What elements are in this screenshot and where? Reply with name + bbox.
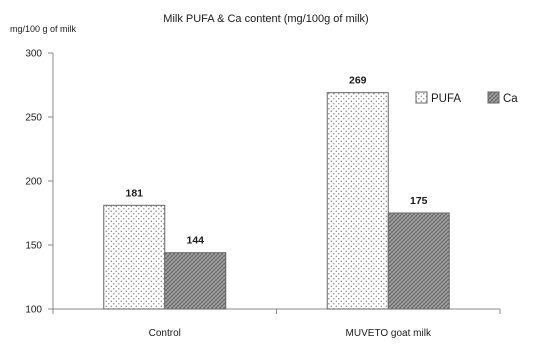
x-tick-label: MUVETO goat milk [346, 328, 432, 339]
y-tick-label: 200 [25, 177, 42, 188]
y-tick-label: 100 [25, 305, 42, 316]
y-tick-label: 250 [25, 113, 42, 124]
x-axis-ticks: Control MUVETO goat milk [52, 309, 501, 339]
legend-swatch-pufa [415, 91, 428, 104]
bar-series [103, 92, 450, 310]
value-label: 144 [186, 235, 204, 247]
bar-pufa-1 [103, 204, 166, 310]
bar-pufa-2 [326, 92, 389, 310]
data-labels: 181 144 269 175 [125, 75, 427, 247]
value-label: 269 [349, 75, 367, 87]
legend-swatch-ca [487, 91, 500, 104]
legend-label-ca: Ca [503, 93, 518, 105]
x-tick-label: Control [149, 328, 181, 339]
y-tick-label: 300 [25, 49, 42, 60]
y-axis-ticks: 100 150 200 250 300 [25, 49, 53, 316]
y-tick-label: 150 [25, 241, 42, 252]
y-axis-label: mg/100 g of milk [10, 24, 77, 34]
legend-label-pufa: PUFA [431, 93, 461, 105]
value-label: 181 [125, 187, 143, 199]
bar-ca-1 [164, 252, 227, 310]
bar-ca-2 [387, 212, 450, 310]
chart-title: Milk PUFA & Ca content (mg/100g of milk) [163, 13, 368, 25]
legend: PUFA Ca [415, 91, 518, 105]
value-label: 175 [410, 195, 428, 207]
